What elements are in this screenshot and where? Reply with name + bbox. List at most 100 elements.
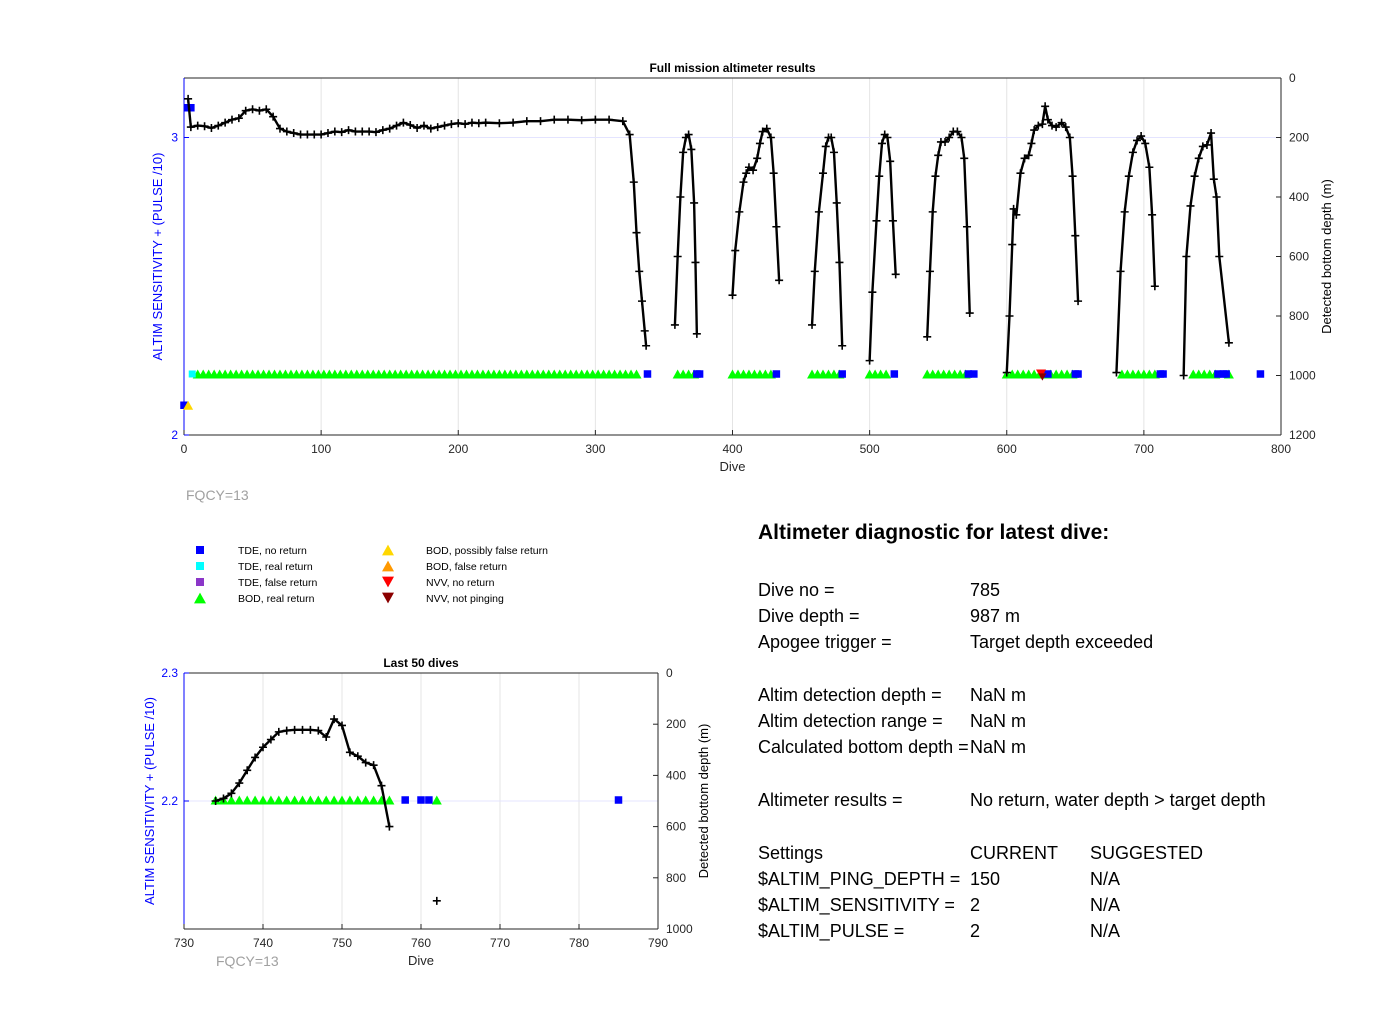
bottom-depth-point [385, 124, 394, 133]
bottom-depth-point [353, 752, 362, 761]
pulse-label: $ALTIM_PULSE = [758, 921, 905, 941]
legend-marker-triangle-up [382, 544, 394, 556]
dive-depth-label: Dive depth = [758, 606, 860, 626]
x-tick-label: 300 [585, 442, 605, 456]
altim-detection-depth-label: Altim detection depth = [758, 685, 942, 705]
settings-current-header: CURRENT [970, 843, 1058, 863]
left-y-tick-label: 3 [171, 131, 178, 145]
bottom-depth-point [637, 297, 646, 306]
x-tick-label: 780 [569, 936, 589, 950]
bottom-depth-point [330, 715, 339, 724]
bottom-depth-point [371, 128, 380, 137]
bottom-depth-point [1071, 231, 1080, 240]
bottom-depth-point [221, 118, 230, 127]
ping-depth-label: $ALTIM_PING_DEPTH = [758, 869, 961, 889]
bottom-depth-point [259, 743, 267, 752]
bod-real-return-marker [321, 795, 332, 805]
bottom-depth-point [509, 118, 518, 127]
bod-real-return-marker [360, 795, 371, 805]
bottom-depth-point [891, 270, 900, 279]
bottom-depth-point [269, 112, 278, 121]
legend-marker-square [196, 578, 204, 586]
bottom-depth-point [635, 267, 644, 276]
bottom-depth-point [1009, 204, 1018, 213]
bottom-depth-point [962, 222, 971, 231]
apogee-label: Apogee trigger = [758, 632, 892, 652]
bottom-depth-point [207, 123, 216, 132]
bottom-depth-point [219, 794, 228, 803]
legend-marker-square [196, 562, 204, 570]
tde-real-return-marker [188, 370, 196, 378]
x-tick-label: 400 [722, 442, 742, 456]
bottom-depth-point [766, 133, 775, 142]
bottom-depth-point [1068, 172, 1077, 181]
bottom-depth-point [1016, 169, 1025, 178]
settings-suggested-header: SUGGESTED [1090, 843, 1204, 863]
bottom-depth-point [577, 116, 586, 125]
legend-marker-square [196, 546, 204, 554]
ping-depth-suggested: N/A [1090, 869, 1121, 889]
bottom-depth-point [888, 216, 897, 225]
bottom-depth-point [289, 129, 298, 138]
bottom-depth-point [965, 309, 974, 318]
bod-real-return-marker [289, 795, 300, 805]
bottom-depth-point [303, 130, 312, 139]
bottom-depth-point [735, 207, 744, 216]
legend-marker-triangle-down [382, 576, 394, 588]
bod-real-return-marker [344, 795, 355, 805]
bottom-depth-point [337, 128, 346, 137]
x-tick-label: 770 [490, 936, 510, 950]
x-tick-label: 730 [174, 936, 194, 950]
right-y-tick-label: 800 [666, 871, 686, 885]
dive-depth-value: 987 m [970, 606, 1021, 626]
bottom-depth-point [392, 121, 401, 130]
bottom-depth-line [215, 717, 391, 827]
bottom-depth-point [775, 276, 784, 285]
bottom-depth-point [923, 332, 932, 341]
bottom-depth-point [1112, 368, 1121, 377]
bottom-depth-point [1038, 120, 1047, 129]
bottom-depth-point [687, 145, 696, 154]
bottom-depth-line [1115, 134, 1157, 373]
tde-no-return-marker [838, 370, 846, 378]
sensitivity-label: $ALTIM_SENSITIVITY = [758, 895, 955, 915]
bod-real-return-marker [281, 795, 292, 805]
bottom-depth-point [640, 326, 649, 335]
bottom-depth-point [632, 228, 641, 237]
bottom-depth-point [317, 130, 326, 139]
bottom-depth-point [605, 115, 614, 124]
x-tick-label: 0 [181, 442, 188, 456]
bottom-depth-point [214, 121, 223, 130]
bod-real-return-marker [337, 795, 347, 805]
bod-real-return-marker [631, 369, 642, 379]
bottom-depth-line [1182, 131, 1231, 376]
x-tick-label: 700 [1134, 442, 1154, 456]
bottom-depth-point [960, 154, 969, 163]
bottom-depth-point [1215, 252, 1224, 261]
bottom-depth-point [262, 105, 271, 114]
bottom-depth-point [243, 766, 252, 775]
x-tick-label: 790 [648, 936, 668, 950]
bod-real-return-marker [265, 795, 276, 805]
main-chart: 0 100 200 300 400 500 600 700 800 2 3 0 200 400 600 800… [150, 61, 1334, 503]
tde-no-return-marker [964, 370, 973, 378]
bottom-depth-point [618, 117, 627, 126]
bod-real-return-marker [234, 795, 245, 805]
bottom-depth-point [865, 356, 874, 365]
bottom-depth-point [1194, 154, 1203, 163]
bottom-depth-point [690, 198, 699, 207]
bod-real-return-marker [297, 795, 308, 805]
tde-no-return-marker [890, 370, 899, 378]
bottom-depth-point [495, 119, 504, 128]
legend-label: BOD, possibly false return [426, 545, 548, 557]
bottom-depth-point [1202, 140, 1211, 149]
bottom-depth-point [290, 725, 299, 734]
bottom-depth-point [1043, 115, 1052, 124]
tde-no-return-marker [1044, 370, 1052, 378]
bod-real-return-marker [242, 795, 253, 805]
bottom-depth-line [810, 136, 844, 346]
ping-depth-current: 150 [970, 869, 1001, 889]
bottom-depth-point [679, 148, 688, 157]
x-tick-label: 740 [253, 936, 273, 950]
bottom-depth-point [1027, 139, 1036, 148]
